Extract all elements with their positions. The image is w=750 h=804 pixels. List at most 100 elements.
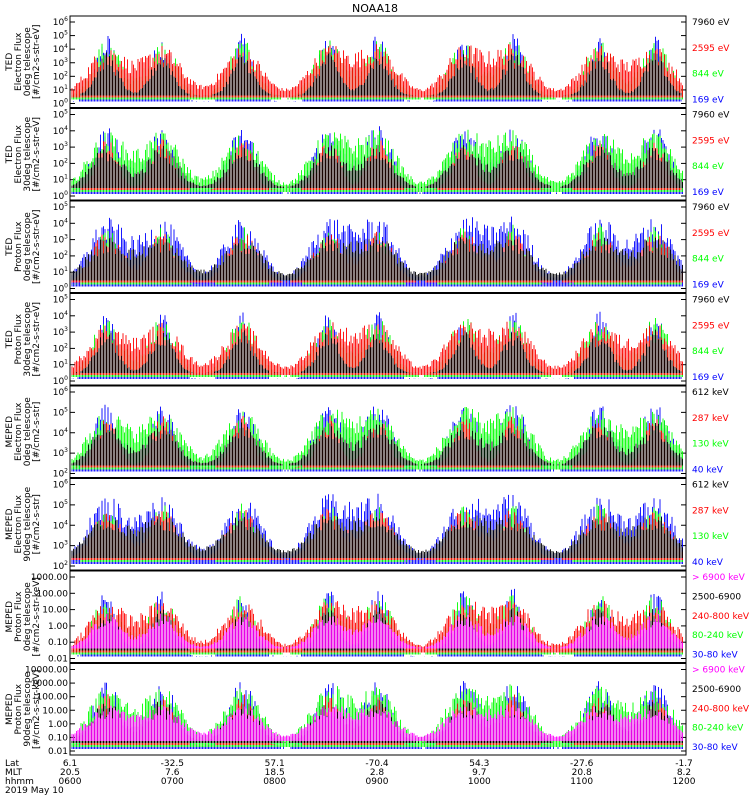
footer-mlt: 9.7 xyxy=(472,768,486,778)
footer-hhmm: 0800 xyxy=(263,777,286,787)
y-axis-label-line: MEPED xyxy=(5,693,15,725)
y-tick-exponent: 5 xyxy=(64,499,68,506)
y-tick-exponent: 4 xyxy=(64,310,68,317)
series-black xyxy=(71,145,683,188)
footer-lat: -32.5 xyxy=(161,759,184,769)
y-axis-label-line: Electron Flux xyxy=(14,494,24,553)
footer-hhmm: 1100 xyxy=(570,777,593,787)
legend-entry: 169 eV xyxy=(692,188,725,198)
y-tick-exponent: 5 xyxy=(64,30,68,37)
legend-entry: 2500-6900 xyxy=(692,592,741,602)
footer-mlt: 7.6 xyxy=(165,768,180,778)
y-tick-label: 0.10 xyxy=(48,638,68,648)
y-axis-label-line: Proton Flux xyxy=(14,221,24,272)
y-tick-label: 101 xyxy=(53,174,68,186)
y-tick-exponent: 4 xyxy=(64,125,68,132)
footer-mlt: 2.8 xyxy=(370,768,385,778)
y-tick-exponent: 6 xyxy=(64,479,68,486)
y-tick-label: 102 xyxy=(53,250,68,262)
y-tick-exponent: 0 xyxy=(64,375,68,382)
series-red xyxy=(71,44,683,98)
legend-entry: 30-80 keV xyxy=(692,743,738,753)
y-tick-label: 0.01 xyxy=(48,747,68,757)
y-tick-exponent: 3 xyxy=(64,447,68,454)
y-axis-label: MEPEDElectron Flux0deg telescope[#/cm2-s… xyxy=(5,397,42,467)
footer-row-label: hhmm xyxy=(5,777,34,787)
y-tick-label: 106 xyxy=(53,16,68,28)
footer-hhmm: 0900 xyxy=(366,777,389,787)
footer-lat: -1.7 xyxy=(675,759,693,769)
y-tick-label: 101 xyxy=(53,84,68,96)
y-tick-exponent: 1 xyxy=(64,174,68,181)
y-axis-label-line: 90deg telescope xyxy=(23,486,33,561)
legend-entry: 30-80 keV xyxy=(692,651,738,661)
y-axis-label: MEPEDElectron Flux90deg telescope[#/cm2-… xyxy=(5,486,42,561)
y-tick-label: 104 xyxy=(53,519,68,531)
y-tick-exponent: 2 xyxy=(64,70,68,77)
y-axis-label-line: [#/cm2-s-str-keV] xyxy=(32,577,42,656)
y-axis-label-line: Proton Flux xyxy=(14,591,24,642)
y-tick-label: 103 xyxy=(53,447,68,459)
y-tick-exponent: 3 xyxy=(64,540,68,547)
y-tick-exponent: 4 xyxy=(64,217,68,224)
legend-entry: 169 eV xyxy=(692,373,725,383)
series-red xyxy=(71,321,683,375)
y-tick-exponent: 3 xyxy=(64,141,68,148)
legend-entry: > 6900 keV xyxy=(692,573,746,583)
y-tick-exponent: 1 xyxy=(64,84,68,91)
y-tick-exponent: 3 xyxy=(64,57,68,64)
y-axis-label-line: 0deg telescope xyxy=(23,212,33,282)
footer-lat: 57.1 xyxy=(265,759,285,769)
y-tick-label: 1000.00 xyxy=(31,573,68,583)
y-tick-exponent: 6 xyxy=(64,16,68,23)
y-tick-label: 0.01 xyxy=(48,655,68,665)
series-magenta xyxy=(71,613,683,649)
y-tick-exponent: 2 xyxy=(64,157,68,164)
y-tick-exponent: 5 xyxy=(64,201,68,208)
y-axis-label-line: 90deg telescope xyxy=(23,671,33,746)
y-tick-exponent: 1 xyxy=(64,266,68,273)
footer-hhmm: 0600 xyxy=(59,777,82,787)
footer-mlt: 8.2 xyxy=(677,768,691,778)
y-tick-exponent: 4 xyxy=(64,427,68,434)
y-tick-label: 102 xyxy=(53,560,68,572)
y-axis-label-line: 0deg telescope xyxy=(23,397,33,467)
figure-title: NOAA18 xyxy=(352,2,398,15)
panel-frame xyxy=(69,570,687,663)
legend-entry: 612 keV xyxy=(692,388,729,398)
y-tick-exponent: 2 xyxy=(64,250,68,257)
y-axis-label-line: [#/cm2-s-str-keV] xyxy=(32,670,42,749)
y-tick-exponent: 3 xyxy=(64,234,68,241)
y-tick-label: 103 xyxy=(53,141,68,153)
legend-entry: 2595 eV xyxy=(692,44,730,54)
y-tick-label: 10000.00 xyxy=(25,666,68,676)
footer-mlt: 20.5 xyxy=(60,768,80,778)
y-axis-label-line: [#/cm2-s-str-eV] xyxy=(32,24,42,99)
legend-entry: 287 keV xyxy=(692,506,729,516)
series-black xyxy=(71,422,683,466)
y-axis-label-line: TED xyxy=(5,238,15,257)
y-tick-label: 102 xyxy=(53,70,68,82)
legend-entry: 612 keV xyxy=(692,481,729,491)
legend-entry: 7960 eV xyxy=(692,296,730,306)
footer-row-label: MLT xyxy=(5,768,23,778)
legend-entry: 844 eV xyxy=(692,255,725,265)
y-tick-label: 0.10 xyxy=(48,733,68,743)
y-tick-label: 100.00 xyxy=(37,693,69,703)
y-tick-exponent: 2 xyxy=(64,342,68,349)
legend-entry: 240-800 keV xyxy=(692,704,750,714)
legend-entry: 80-240 keV xyxy=(692,631,744,641)
y-tick-exponent: 5 xyxy=(64,109,68,116)
y-axis-label-line: TED xyxy=(5,330,15,349)
y-tick-label: 1.00 xyxy=(48,622,68,632)
footer-row-label: Lat xyxy=(5,759,20,769)
legend-entry: 7960 eV xyxy=(692,111,730,121)
legend-entry: 2595 eV xyxy=(692,321,730,331)
y-tick-label: 10.00 xyxy=(42,706,68,716)
legend-entry: 80-240 keV xyxy=(692,724,744,734)
y-tick-label: 105 xyxy=(53,294,68,306)
legend-entry: 287 keV xyxy=(692,414,729,424)
